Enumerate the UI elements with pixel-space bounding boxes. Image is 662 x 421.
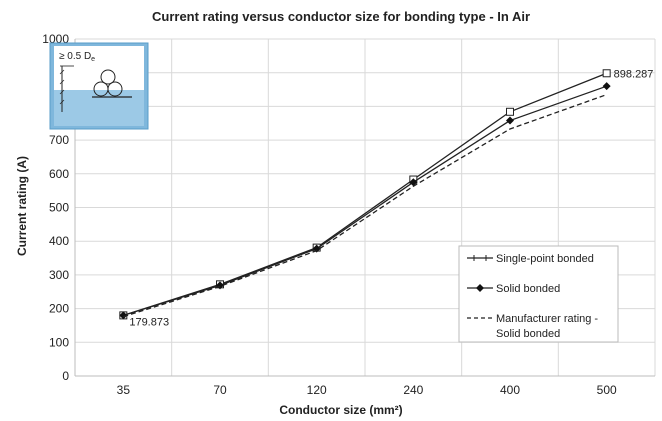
inset-cable-top	[100, 69, 116, 85]
point-single-point-bonded	[506, 107, 514, 116]
x-tick-label: 120	[307, 383, 327, 397]
inset-label: ≥ 0.5 De	[59, 51, 95, 63]
series-layer	[119, 69, 611, 320]
inset-wall-hatch	[59, 79, 65, 85]
x-axis-title: Conductor size (mm²)	[279, 403, 402, 417]
x-tick-label: 500	[597, 383, 617, 397]
y-tick-label: 600	[49, 167, 69, 181]
y-tick-label: 500	[49, 201, 69, 215]
x-tick-label: 70	[213, 383, 227, 397]
y-tick-label: 0	[62, 369, 69, 383]
point-solid-bonded	[312, 244, 321, 253]
series-line-2	[123, 93, 607, 318]
inset-wall-hatch	[59, 99, 65, 105]
y-tick-label: 300	[49, 268, 69, 282]
x-tick-label: 35	[117, 383, 131, 397]
inset-wall-hatch	[59, 69, 65, 75]
legend-label-single-point: Single-point bonded	[496, 253, 594, 265]
x-tick-label: 240	[403, 383, 423, 397]
y-tick-label: 200	[49, 302, 69, 316]
y-tick-label: 100	[49, 335, 69, 349]
series-line-0	[123, 72, 607, 317]
y-axis-title: Current rating (A)	[15, 156, 29, 256]
data-label: 898.287	[614, 68, 654, 80]
legend: Single-point bonded Solid bonded Manufac…	[458, 245, 619, 343]
point-solid-bonded	[602, 82, 611, 91]
legend-label-manufacturer-line1: Manufacturer rating -	[496, 313, 598, 325]
legend-marker-solid	[476, 284, 484, 292]
x-axis-ticks: 35 70 120 240 400 500	[117, 383, 617, 397]
legend-box	[458, 245, 619, 343]
y-tick-label: 400	[49, 234, 69, 248]
data-labels: 179.873 898.287	[129, 68, 653, 328]
data-label: 179.873	[129, 316, 169, 328]
point-single-point-bonded	[602, 69, 611, 78]
point-solid-bonded	[409, 178, 418, 187]
y-tick-label: 700	[49, 133, 69, 147]
inset-wall-hatch	[59, 89, 65, 95]
legend-label-manufacturer-line2: Solid bonded	[496, 328, 560, 340]
point-solid-bonded	[506, 116, 514, 125]
chart-title: Current rating versus conductor size for…	[152, 9, 530, 24]
series-line-1	[123, 85, 607, 317]
inset-cable-right	[107, 81, 123, 97]
x-tick-label: 400	[500, 383, 520, 397]
legend-label-solid: Solid bonded	[496, 283, 560, 295]
point-solid-bonded	[119, 311, 128, 320]
inset-diagram: ≥ 0.5 De	[49, 42, 149, 130]
